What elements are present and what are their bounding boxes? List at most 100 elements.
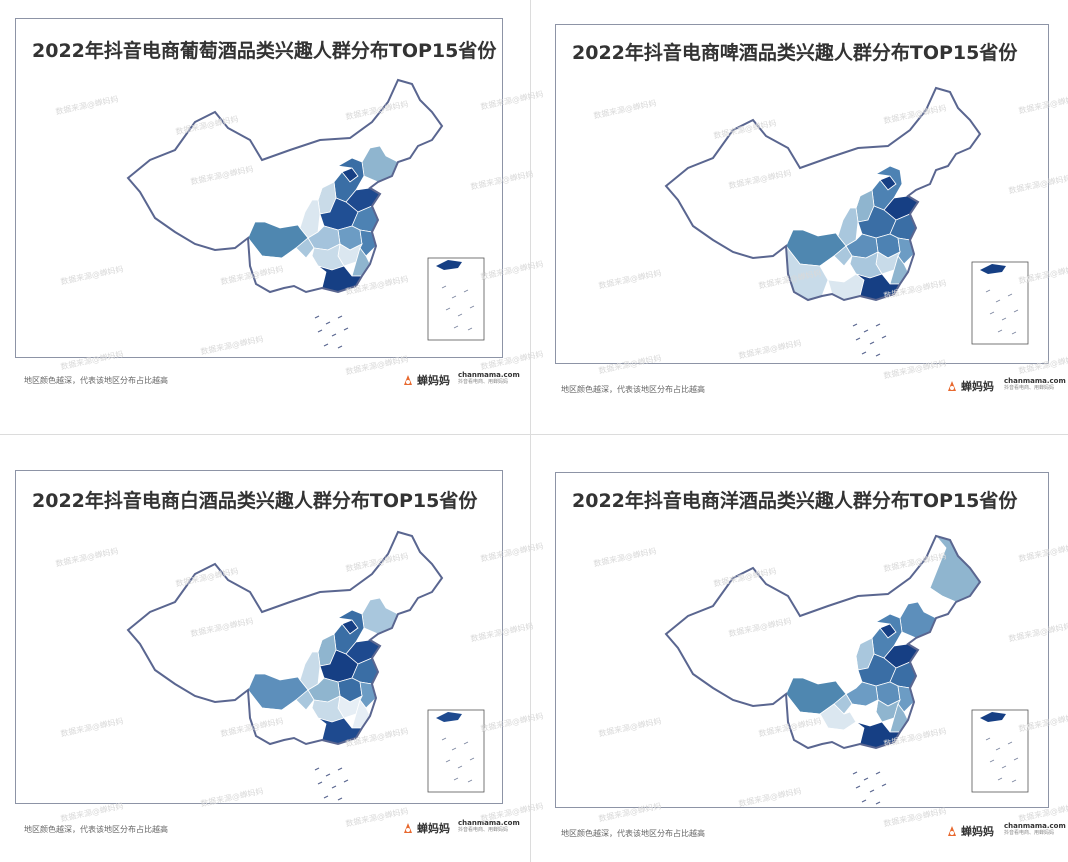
inset-box bbox=[971, 261, 1029, 345]
island-mark bbox=[852, 771, 858, 775]
island-mark bbox=[875, 353, 881, 357]
inset-coast bbox=[980, 264, 1006, 274]
brand-logo: 蝉妈妈 bbox=[946, 823, 994, 839]
map-panel-wine: 2022年抖音电商葡萄酒品类兴趣人群分布TOP15省份 地区颜色越深，代表该地区… bbox=[0, 0, 544, 434]
brand-name: 蝉妈妈 bbox=[961, 380, 994, 393]
island-mark bbox=[337, 797, 343, 801]
panel-title: 2022年抖音电商葡萄酒品类兴趣人群分布TOP15省份 bbox=[32, 40, 497, 62]
province-hainan bbox=[843, 305, 857, 319]
island-mark bbox=[314, 767, 320, 771]
island-mark bbox=[869, 341, 875, 345]
inset-island-mark bbox=[451, 295, 457, 299]
site-slogan: 抖音看电商、用蝉妈妈 bbox=[1004, 385, 1055, 391]
site-slogan: 抖音看电商、用蝉妈妈 bbox=[1004, 830, 1055, 836]
inset-island-mark bbox=[463, 289, 469, 293]
inset-island-mark bbox=[1001, 317, 1007, 321]
province-ningxia bbox=[311, 639, 323, 653]
province-ningxia bbox=[849, 195, 861, 209]
country-outline bbox=[664, 534, 982, 750]
brand-name: 蝉妈妈 bbox=[417, 822, 450, 835]
brand-logo: 蝉妈妈 bbox=[946, 378, 994, 394]
horizontal-divider bbox=[0, 434, 1068, 435]
brand-name: 蝉妈妈 bbox=[961, 825, 994, 838]
inset-box bbox=[427, 257, 485, 341]
province-hainan bbox=[305, 749, 319, 763]
province-hainan bbox=[305, 297, 319, 311]
island-mark bbox=[875, 801, 881, 805]
island-mark bbox=[869, 789, 875, 793]
inset-island-mark bbox=[457, 765, 463, 769]
province-taiwan bbox=[911, 273, 921, 295]
inset-box bbox=[427, 709, 485, 793]
island-mark bbox=[861, 799, 867, 803]
inset-island-mark bbox=[1013, 757, 1019, 761]
cicada-logo-icon bbox=[404, 375, 412, 385]
island-mark bbox=[881, 335, 887, 339]
island-mark bbox=[325, 321, 331, 325]
inset-coast bbox=[980, 712, 1006, 722]
inset-island-mark bbox=[467, 779, 473, 783]
country-outline bbox=[664, 86, 982, 302]
province-taiwan bbox=[373, 717, 383, 739]
panel-title: 2022年抖音电商啤酒品类兴趣人群分布TOP15省份 bbox=[572, 42, 1018, 64]
brand-logo: 蝉妈妈 bbox=[402, 820, 450, 836]
inset-island-mark bbox=[989, 311, 995, 315]
island-mark bbox=[325, 773, 331, 777]
inset-island-mark bbox=[463, 741, 469, 745]
site-info: chanmama.com 抖音看电商、用蝉妈妈 bbox=[458, 372, 520, 386]
province-ningxia bbox=[311, 187, 323, 201]
province-taiwan bbox=[911, 721, 921, 743]
island-mark bbox=[343, 327, 349, 331]
country-outline bbox=[126, 78, 444, 294]
island-mark bbox=[314, 315, 320, 319]
island-mark bbox=[343, 779, 349, 783]
inset-island-mark bbox=[441, 737, 447, 741]
province-ningxia bbox=[849, 643, 861, 657]
island-mark bbox=[323, 795, 329, 799]
inset-island-mark bbox=[453, 325, 459, 329]
inset-island-mark bbox=[453, 777, 459, 781]
inset-island-mark bbox=[1011, 779, 1017, 783]
inset-coast bbox=[436, 260, 462, 270]
island-mark bbox=[863, 329, 869, 333]
footnote: 地区颜色越深，代表该地区分布占比越高 bbox=[24, 825, 168, 834]
footnote: 地区颜色越深，代表该地区分布占比越高 bbox=[24, 376, 168, 385]
inset-coast bbox=[436, 712, 462, 722]
island-mark bbox=[323, 343, 329, 347]
map-panel-beer: 2022年抖音电商啤酒品类兴趣人群分布TOP15省份 地区颜色越深，代表该地区分… bbox=[538, 4, 1068, 434]
site-domain: chanmama.com bbox=[458, 371, 520, 379]
china-map bbox=[664, 534, 1029, 805]
site-info: chanmama.com 抖音看电商、用蝉妈妈 bbox=[1004, 378, 1066, 392]
site-domain: chanmama.com bbox=[1004, 377, 1066, 385]
inset-island-mark bbox=[985, 289, 991, 293]
island-mark bbox=[852, 323, 858, 327]
island-mark bbox=[861, 351, 867, 355]
inset-island-mark bbox=[997, 329, 1003, 333]
island-mark bbox=[317, 781, 323, 785]
country-outline bbox=[126, 530, 444, 746]
panel-title: 2022年抖音电商洋酒品类兴趣人群分布TOP15省份 bbox=[572, 490, 1018, 512]
site-domain: chanmama.com bbox=[458, 819, 520, 827]
inset-island-mark bbox=[1007, 293, 1013, 297]
inset-island-mark bbox=[451, 747, 457, 751]
brand-name: 蝉妈妈 bbox=[417, 374, 450, 387]
inset-island-mark bbox=[457, 313, 463, 317]
island-mark bbox=[331, 333, 337, 337]
inset-island-mark bbox=[1001, 765, 1007, 769]
inset-island-mark bbox=[445, 307, 451, 311]
site-slogan: 抖音看电商、用蝉妈妈 bbox=[458, 379, 509, 385]
inset-island-mark bbox=[995, 747, 1001, 751]
island-mark bbox=[881, 783, 887, 787]
site-info: chanmama.com 抖音看电商、用蝉妈妈 bbox=[458, 820, 520, 834]
inset-island-mark bbox=[989, 759, 995, 763]
vertical-divider bbox=[530, 0, 531, 862]
island-mark bbox=[331, 785, 337, 789]
province-hainan bbox=[843, 753, 857, 767]
island-mark bbox=[863, 777, 869, 781]
inset-island-mark bbox=[997, 777, 1003, 781]
map-panel-baijiu: 2022年抖音电商白酒品类兴趣人群分布TOP15省份 地区颜色越深，代表该地区分… bbox=[0, 452, 544, 862]
brand-logo: 蝉妈妈 bbox=[402, 372, 450, 388]
island-mark bbox=[317, 329, 323, 333]
site-info: chanmama.com 抖音看电商、用蝉妈妈 bbox=[1004, 823, 1066, 837]
inset-island-mark bbox=[1011, 331, 1017, 335]
